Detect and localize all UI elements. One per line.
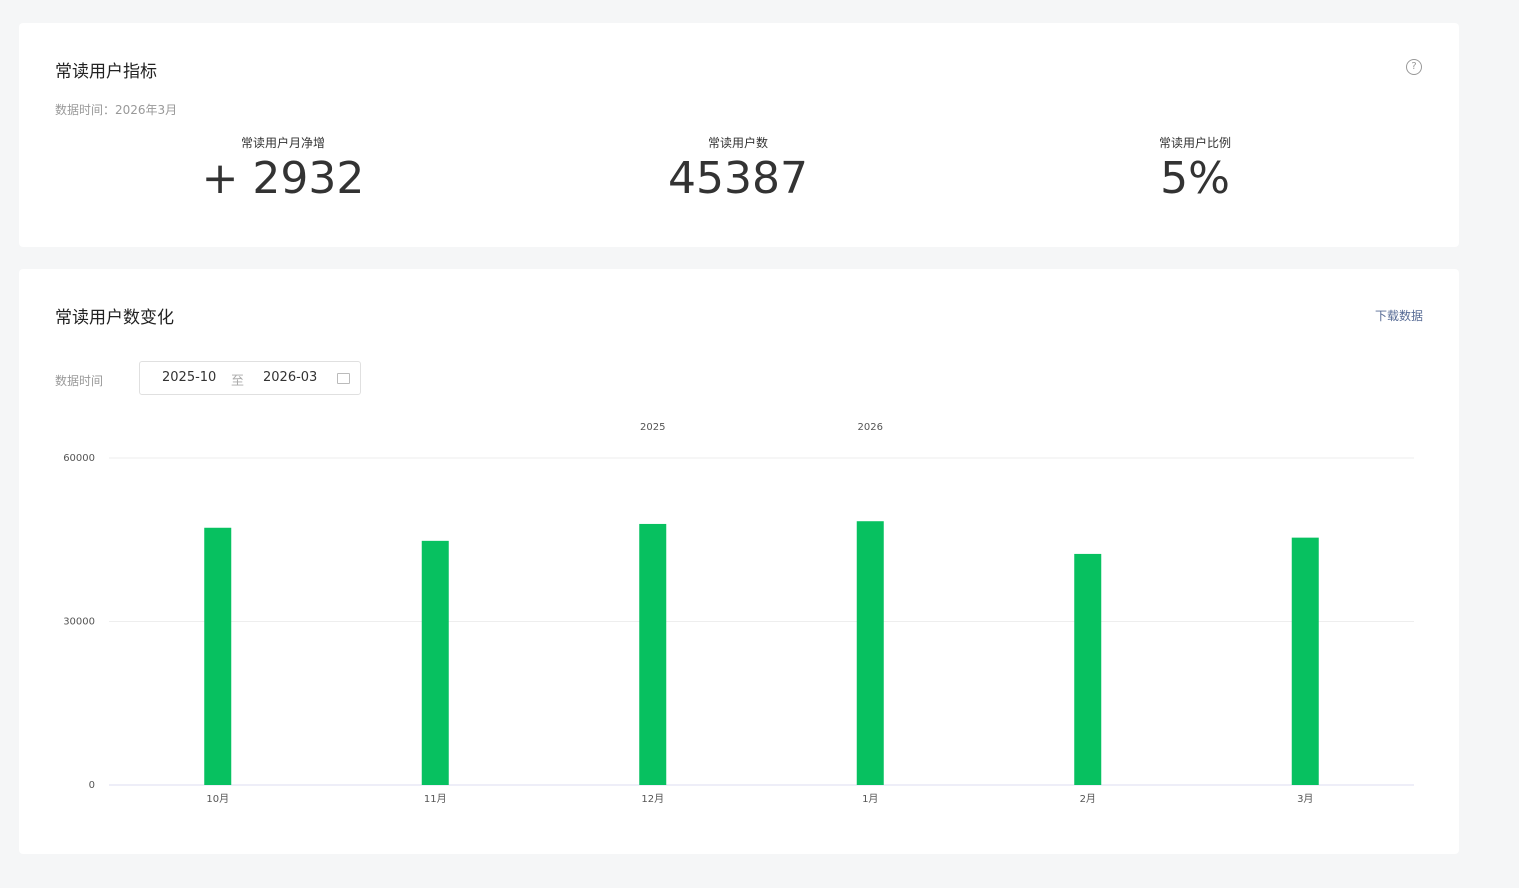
- chart-card: 常读用户数变化 下载数据 数据时间 2025-10 至 2026-03 0 300…: [19, 269, 1459, 854]
- bar: [421, 540, 449, 785]
- date-label: 数据时间: [55, 374, 104, 388]
- x-tick-label: 11月: [424, 793, 447, 805]
- x-tick-label: 1月: [862, 793, 878, 805]
- metric-label: 常读用户数: [707, 136, 768, 150]
- separator: 至: [231, 374, 245, 389]
- y-tick-label: 0: [89, 780, 95, 791]
- help-icon[interactable]: ?: [1406, 59, 1422, 75]
- bar: [856, 521, 884, 785]
- metric-value: + 2932: [201, 153, 365, 204]
- chart: 0 30000 60000 10月 11月 12月 2025 1月 2026 2月 3月: [63, 422, 1414, 805]
- card-title: 常读用户指标: [55, 62, 157, 82]
- x-tick-label: 10月: [206, 793, 229, 805]
- metrics-card: 常读用户指标 ? 数据时间：2026年3月 常读用户月净增 + 2932 常读用…: [19, 23, 1459, 247]
- x-tick-label: 2月: [1080, 793, 1096, 805]
- bar: [1291, 537, 1319, 785]
- year-label: 2026: [858, 422, 883, 433]
- metric-label: 常读用户月净增: [240, 136, 325, 150]
- metric-value: 45387: [668, 153, 808, 204]
- calendar-icon: [337, 373, 350, 384]
- metric-value: 5%: [1160, 153, 1230, 204]
- start-date: 2025-10: [162, 370, 217, 385]
- download-link[interactable]: 下载数据: [1374, 309, 1423, 323]
- x-tick-label: 3月: [1297, 793, 1313, 805]
- year-label: 2025: [640, 422, 665, 433]
- data-time: 数据时间：2026年3月: [55, 103, 178, 117]
- metric-label: 常读用户比例: [1158, 136, 1231, 150]
- y-tick-label: 30000: [63, 617, 95, 628]
- bar: [1074, 553, 1102, 785]
- bar: [639, 523, 667, 785]
- y-tick-label: 60000: [63, 453, 95, 464]
- end-date: 2026-03: [263, 370, 318, 385]
- card-title: 常读用户数变化: [55, 308, 174, 328]
- date-range-picker[interactable]: 2025-10 至 2026-03: [139, 361, 361, 395]
- x-tick-label: 12月: [641, 793, 664, 805]
- bar: [204, 527, 232, 785]
